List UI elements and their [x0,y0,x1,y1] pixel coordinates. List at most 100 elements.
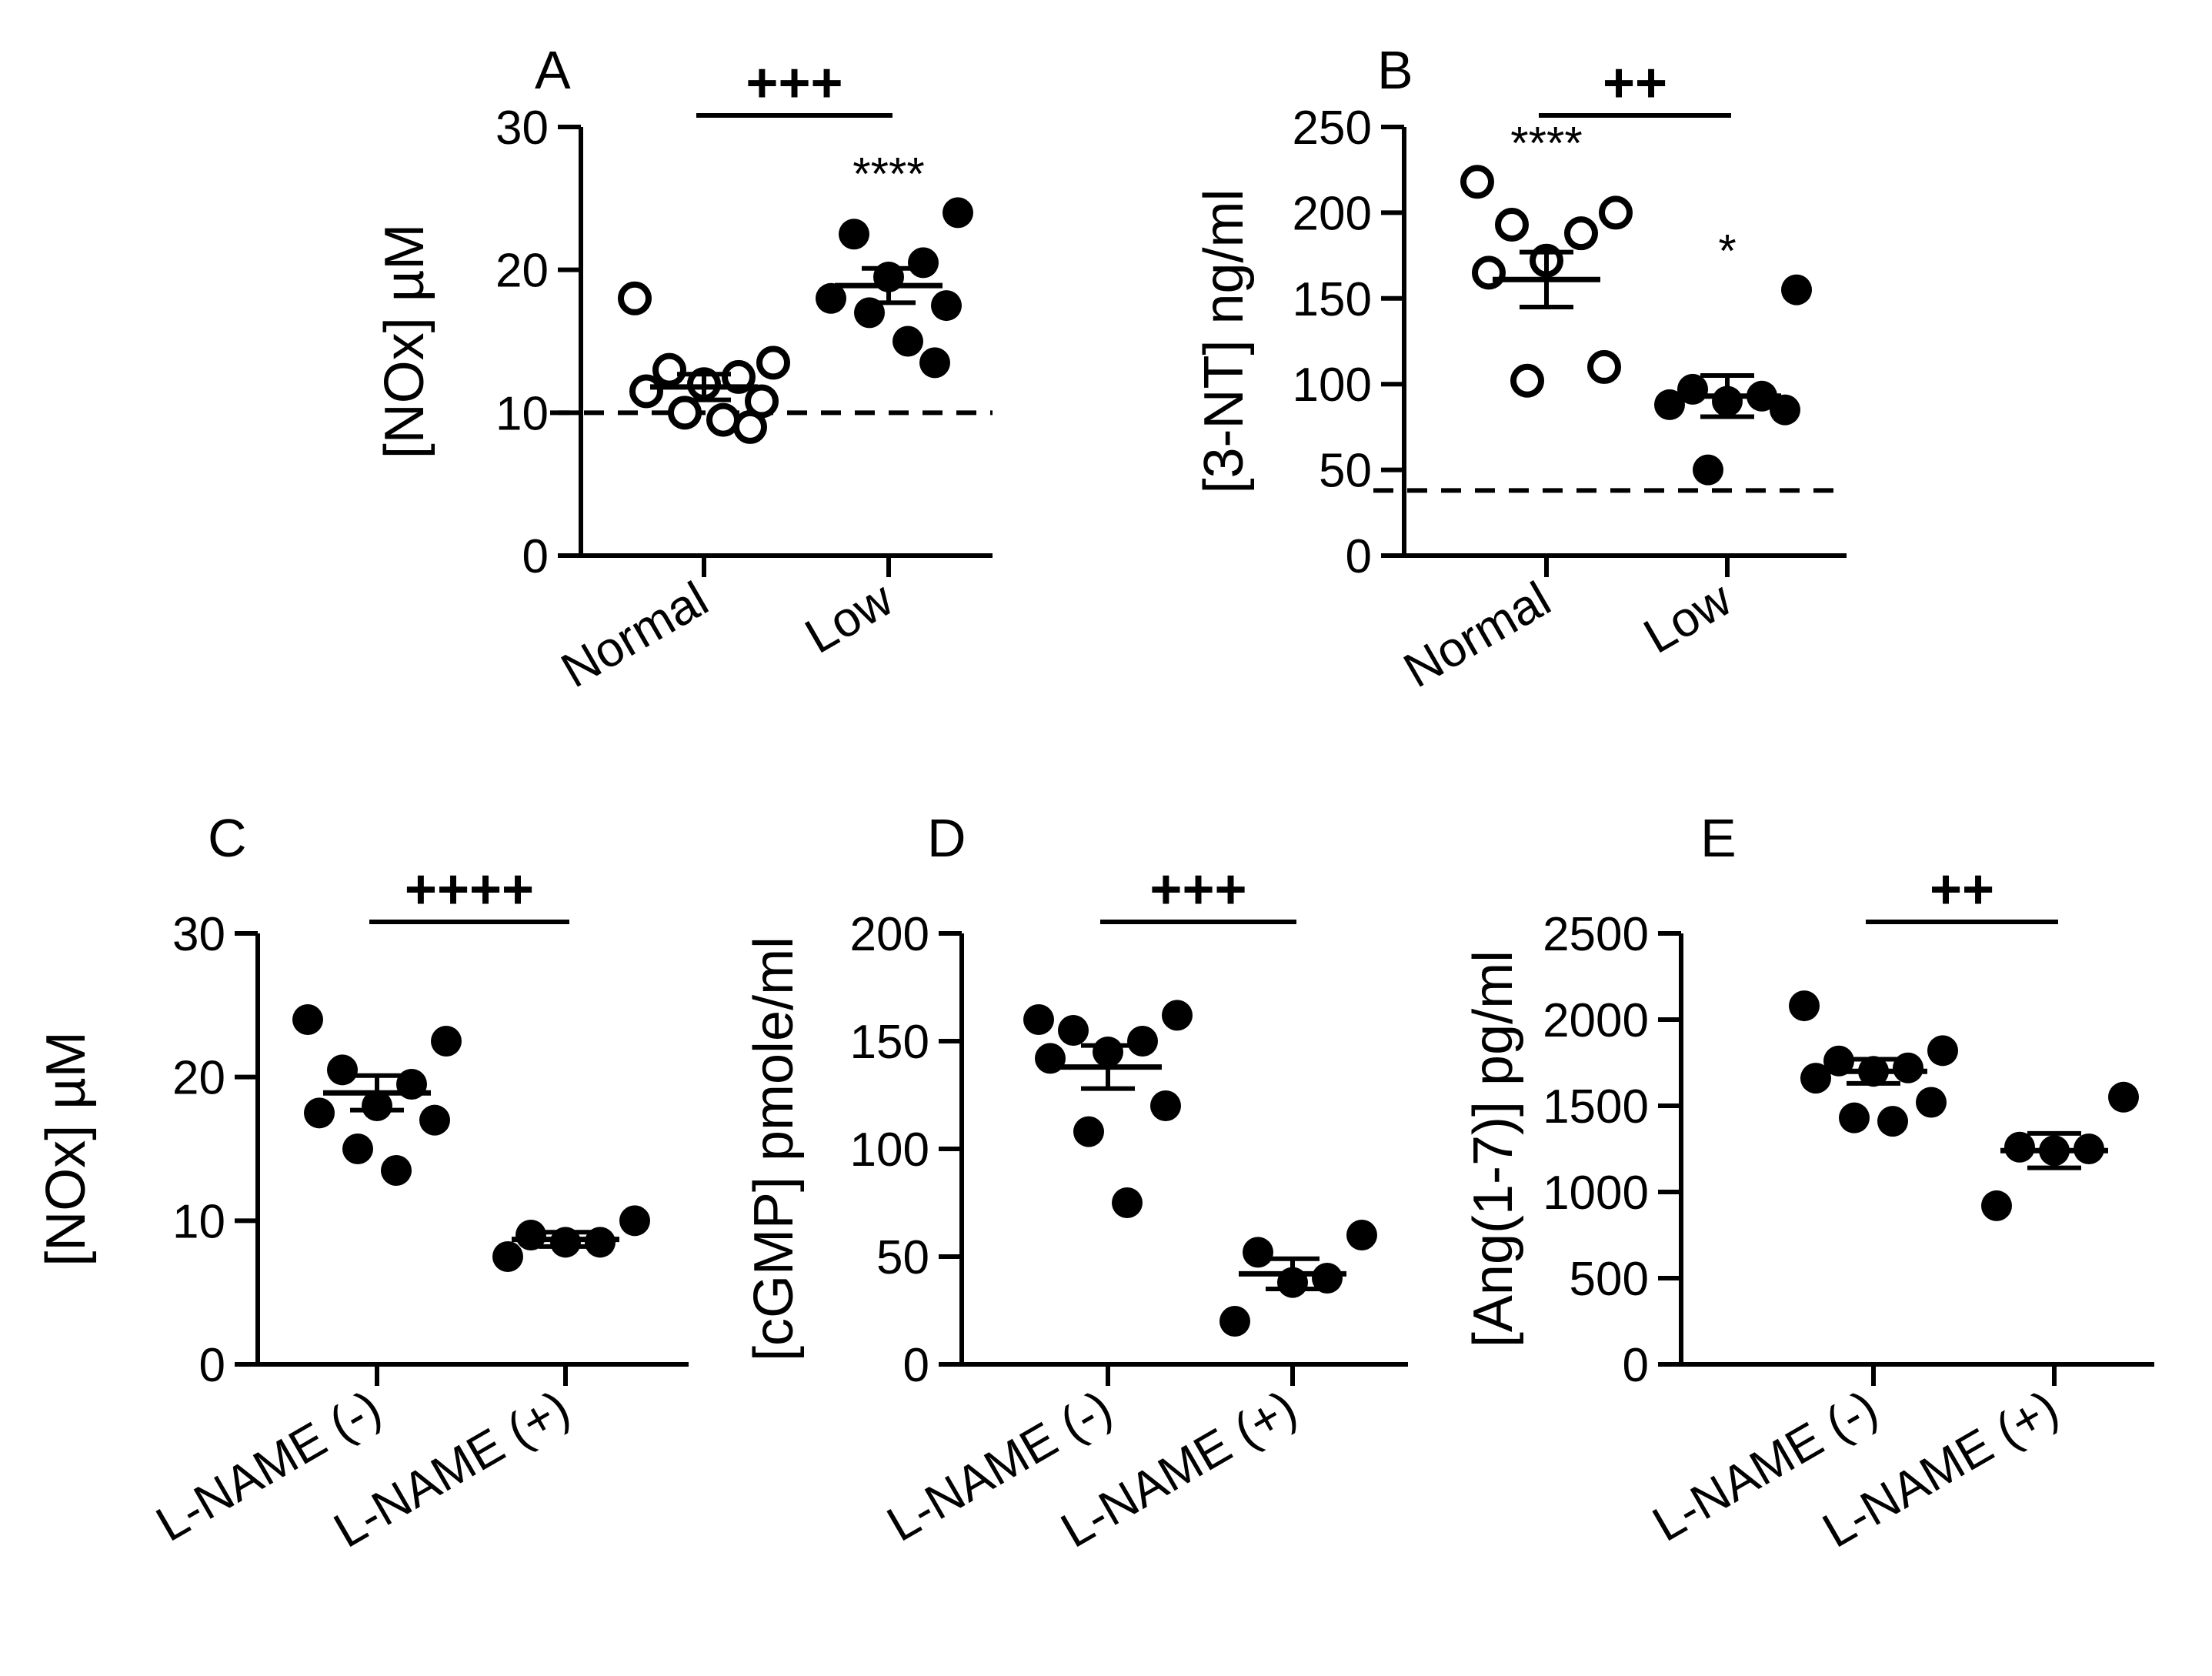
y-tick-label: 2000 [1543,994,1649,1047]
data-point [1162,1000,1193,1031]
data-point [1510,363,1544,398]
data-point [1127,1026,1158,1057]
comparison-label: ++++ [405,859,534,920]
data-point [1770,394,1800,426]
y-tick-label: 150 [850,1016,929,1069]
y-axis-label: [NOx] µM [374,224,435,459]
y-tick-label: 20 [495,245,549,298]
y-tick-label: 0 [1346,530,1372,583]
data-point [1346,1220,1377,1250]
y-axis-label: [3-NT] ng/ml [1193,189,1255,493]
data-point [1800,1063,1831,1094]
data-point [1460,165,1494,199]
data-point [2108,1081,2139,1113]
data-point [919,347,950,379]
y-tick-label: 250 [1293,102,1372,155]
data-point [1599,195,1633,230]
y-tick-label: 1500 [1543,1080,1649,1133]
data-point [492,1241,523,1272]
panel-label: B [1377,40,1413,100]
data-point [1073,1116,1104,1147]
y-tick-label: 50 [876,1231,929,1284]
y-tick-label: 1000 [1543,1167,1649,1220]
y-tick-label: 0 [199,1339,225,1392]
y-tick-label: 30 [495,102,549,155]
data-point [668,396,702,430]
data-point [1058,1015,1089,1046]
data-point [943,197,973,229]
data-point [1839,1102,1870,1133]
data-point [304,1097,335,1129]
y-tick-label: 10 [172,1195,225,1248]
data-point [618,281,652,316]
data-point [1150,1090,1181,1121]
y-tick-label: 0 [1623,1339,1649,1392]
data-point [892,326,923,357]
data-point [1219,1306,1250,1337]
significance-star: **** [1510,117,1582,169]
comparison-label: +++ [1149,859,1246,920]
y-axis-label: [NOx] µM [35,1031,97,1266]
data-point [585,1227,616,1258]
data-point [292,1004,323,1035]
panel-label: C [208,808,247,868]
data-point [756,346,790,380]
data-point [722,359,756,394]
y-tick-label: 2500 [1543,908,1649,961]
data-point [327,1054,358,1086]
data-point [1243,1237,1273,1268]
panel-label: D [927,808,966,868]
y-tick-label: 200 [1293,187,1372,240]
y-tick-label: 500 [1570,1253,1649,1306]
comparison-label: ++ [1603,52,1667,114]
data-point [629,374,663,409]
data-point [1789,990,1820,1022]
data-point [1495,207,1529,242]
panel-label: E [1700,808,1737,868]
data-point [706,402,740,437]
data-point [431,1026,462,1057]
data-point [733,409,767,444]
data-point [419,1104,450,1136]
data-point [1112,1187,1143,1218]
data-point [908,247,939,279]
y-axis-label: [cGMP] pmole/ml [743,936,805,1361]
y-tick-label: 100 [1293,359,1372,412]
panel-label: A [535,40,571,100]
y-tick-label: 30 [172,908,225,961]
significance-star: **** [852,148,924,199]
y-tick-label: 150 [1293,273,1372,326]
data-point [839,219,869,250]
data-point [931,290,962,322]
data-point [1472,255,1506,290]
data-point [1916,1087,1947,1118]
data-point [619,1205,650,1237]
y-axis-label: [Ang(1-7)] pg/ml [1463,950,1524,1347]
data-point [1877,1106,1908,1137]
data-point [381,1155,412,1186]
y-tick-label: 100 [850,1123,929,1177]
data-point [652,352,686,387]
y-tick-label: 0 [903,1339,929,1392]
data-point [1693,454,1723,486]
data-point [1312,1263,1343,1294]
data-point [1927,1035,1958,1067]
data-point [1564,216,1598,251]
y-tick-label: 0 [522,530,549,583]
comparison-label: ++ [1930,859,1994,920]
y-tick-label: 200 [850,908,929,961]
y-tick-label: 50 [1319,445,1372,498]
y-tick-label: 20 [172,1052,225,1105]
data-point [1023,1004,1054,1035]
data-point [816,282,846,314]
comparison-label: +++ [746,52,842,114]
data-point [1781,274,1812,305]
data-point [515,1220,546,1250]
data-point [2004,1131,2035,1163]
data-point [1587,349,1621,384]
data-point [342,1133,373,1164]
y-tick-label: 10 [495,387,549,440]
